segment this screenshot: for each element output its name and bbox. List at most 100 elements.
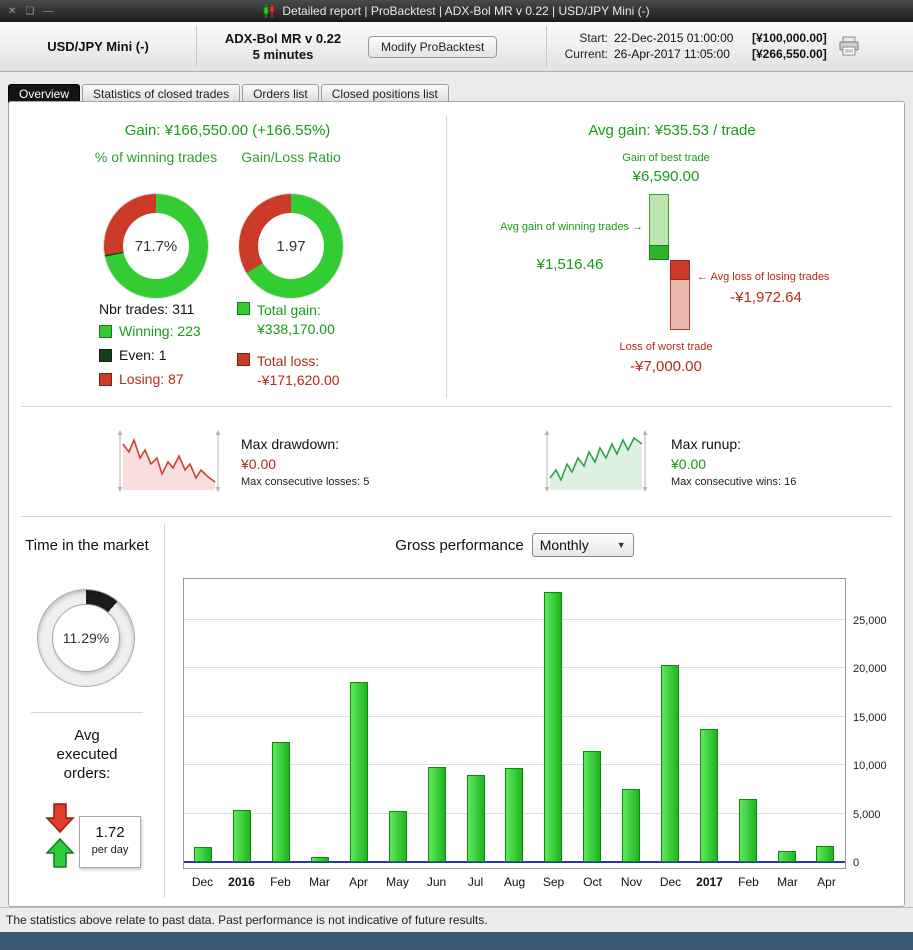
x-tick-label: 2017 [696,875,723,889]
runup-sparkline [544,428,648,499]
avg-loss-value: -¥1,972.64 [730,289,802,306]
max-drawdown-value: ¥0.00 [241,456,277,472]
performance-title: Gross performance [395,536,524,554]
bars-row [184,579,845,868]
modify-probacktest-button[interactable]: Modify ProBacktest [368,36,498,58]
print-icon[interactable] [838,36,860,61]
y-tick-label: 0 [853,857,860,869]
best-trade-bar [649,194,669,260]
bar-nov [622,789,641,862]
legend-item-even: Even: 1 [99,347,201,363]
backtest-date-range: Start: 22-Dec-2015 01:00:00 [¥100,000.00… [556,31,827,61]
top-section-divider [446,116,447,398]
avg-loss-bar [670,260,690,280]
strategy-timeframe: 5 minutes [252,47,314,62]
y-tick-label: 25,000 [853,614,887,627]
x-tick-label: May [386,875,409,889]
tab-orders-list[interactable]: Orders list [242,84,319,103]
ratio-donut-hole: 1.97 [258,213,324,279]
avg-orders-unit: per day [91,844,129,856]
bar-slot [184,579,223,868]
chevron-down-icon: ▼ [616,540,626,550]
start-datetime: 22-Dec-2015 01:00:00 [614,31,734,45]
bar-sep [544,592,563,862]
worst-trade-label: Loss of worst trade [619,341,713,353]
x-tick-label: Apr [817,875,836,889]
bar-slot [728,579,767,868]
max-drawdown-title: Max drawdown: [241,436,340,452]
bar-slot [806,579,845,868]
x-tick-label: Jun [426,875,447,889]
bar-may [388,810,407,862]
x-tick-label: Aug [503,875,526,889]
up-arrow-icon [45,837,75,874]
minimize-icon[interactable]: — [43,5,54,17]
bar-slot [301,579,340,868]
start-equity: [¥100,000.00] [752,31,827,45]
gridline [184,764,845,765]
best-trade-value: ¥6,590.00 [632,168,700,185]
legend-item-even-label: Even: 1 [119,347,167,363]
close-icon[interactable]: ✕ [8,5,17,17]
avg-win-label-block: Avg gain of winning trades → [497,221,643,234]
winning-donut-title: % of winning trades [94,149,218,165]
bar-dec [660,665,679,862]
avg-win-label: Avg gain of winning trades [500,221,629,233]
current-label: Current: [564,47,608,61]
bar-slot [495,579,534,868]
period-dropdown[interactable]: Monthly ▼ [531,533,634,557]
tab-bar: Overview Statistics of closed trades Order… [8,84,449,103]
x-axis-labels: Dec 2016 Feb Mar Apr May Jun Jul Aug Sep Oct Nov Dec… [183,875,846,889]
window-title-text: Detailed report | ProBacktest | ADX-Bol … [282,4,650,18]
bar-2017 [699,729,718,862]
section-divider [21,516,892,517]
window-controls: ✕ ❑ — [8,0,53,22]
winning-donut-chart: 71.7% [104,194,208,298]
losing-swatch [99,372,112,386]
overview-panel: Gain: ¥166,550.00 (+166.55%) % of winnin… [8,101,905,907]
bar-slot [573,579,612,868]
avg-loss-label: Avg loss of losing trades [710,271,830,283]
avg-win-bar [649,245,669,260]
total-loss-value: -¥171,620.00 [257,372,340,388]
best-trade-label: Gain of best trade [622,152,710,164]
x-tick-label: Jul [467,875,484,889]
tab-statistics-of-closed-trades[interactable]: Statistics of closed trades [82,84,241,103]
totals-legend: Total gain: ¥338,170.00 Total loss: -¥17… [237,301,340,403]
performance-plot [183,578,846,869]
y-tick-label: 5,000 [853,808,881,821]
x-tick-label: Feb [270,875,291,889]
total-gain-text: Total gain: ¥338,170.00 [257,301,335,339]
total-loss-swatch [237,353,250,366]
bar-slot [378,579,417,868]
bar-jul [466,774,485,862]
maximize-icon[interactable]: ❑ [25,5,35,17]
y-tick-label: 15,000 [853,711,887,724]
bar-jun [427,766,446,862]
bar-2016 [233,809,252,862]
x-tick-label: Sep [542,875,565,889]
window-title: Detailed report | ProBacktest | ADX-Bol … [0,4,913,18]
x-tick-label: Oct [583,875,602,889]
bar-slot [417,579,456,868]
bar-apr [349,681,368,862]
tab-closed-positions-list[interactable]: Closed positions list [320,84,449,103]
ratio-donut-title: Gain/Loss Ratio [241,149,341,165]
winning-donut-value: 71.7% [134,237,178,255]
down-arrow-icon [45,802,75,839]
bar-apr [816,845,835,862]
time-in-market-title: Time in the market [25,537,149,554]
bar-slot [612,579,651,868]
bar-feb [738,798,757,862]
bar-mar [311,857,330,862]
x-tick-label: Mar [777,875,798,889]
bar-oct [583,751,602,862]
avg-orders-title: Avg executed orders: [56,727,118,782]
total-loss-text: Total loss: -¥171,620.00 [257,352,340,390]
left-column-divider [31,712,143,713]
period-selected: Monthly [539,537,589,553]
tab-overview[interactable]: Overview [8,84,81,103]
y-tick-label: 10,000 [853,760,887,772]
x-tick-label: Dec [659,875,682,889]
